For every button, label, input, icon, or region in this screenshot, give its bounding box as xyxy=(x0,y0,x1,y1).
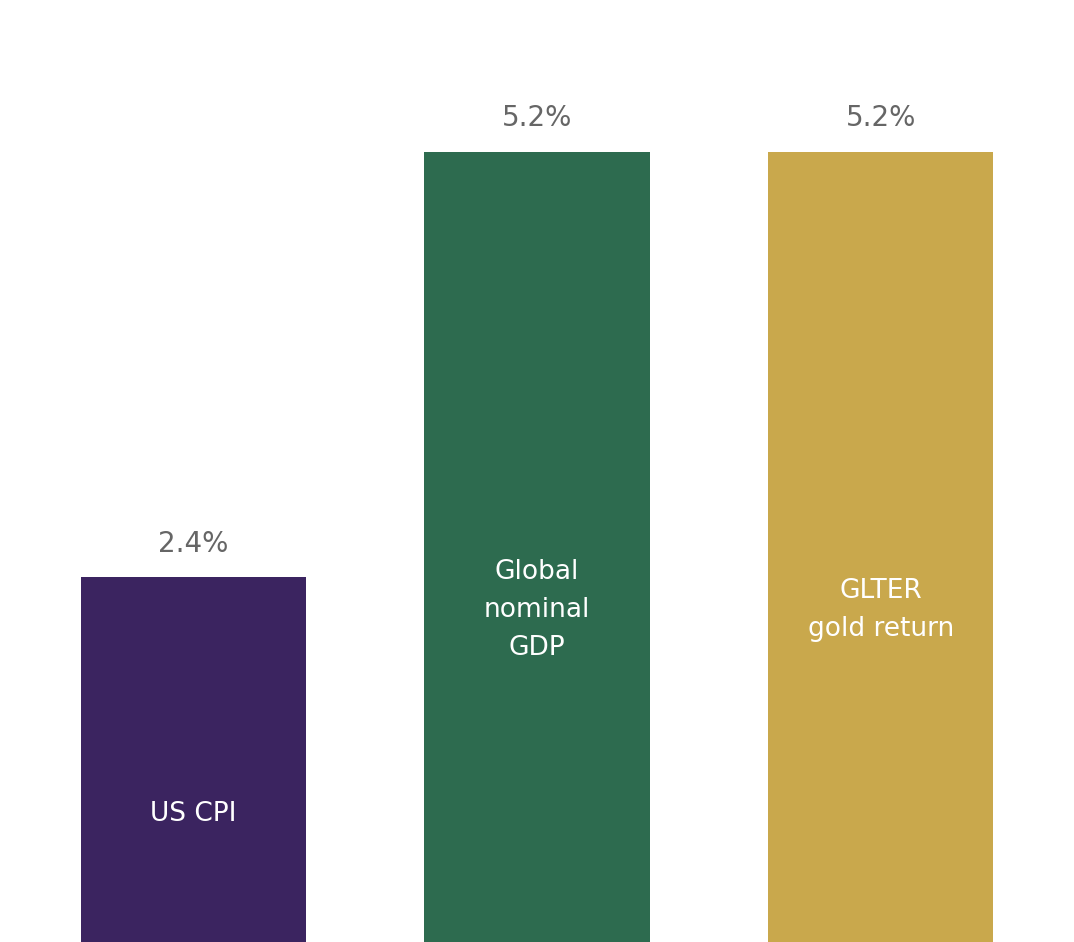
FancyBboxPatch shape xyxy=(81,577,306,942)
Text: GLTER
gold return: GLTER gold return xyxy=(808,578,954,642)
Text: 5.2%: 5.2% xyxy=(845,105,916,132)
Text: Global
nominal
GDP: Global nominal GDP xyxy=(483,560,591,661)
Text: 5.2%: 5.2% xyxy=(502,105,572,132)
FancyBboxPatch shape xyxy=(424,152,650,942)
FancyBboxPatch shape xyxy=(768,152,993,942)
Text: 2.4%: 2.4% xyxy=(158,529,229,558)
Text: US CPI: US CPI xyxy=(150,802,236,827)
